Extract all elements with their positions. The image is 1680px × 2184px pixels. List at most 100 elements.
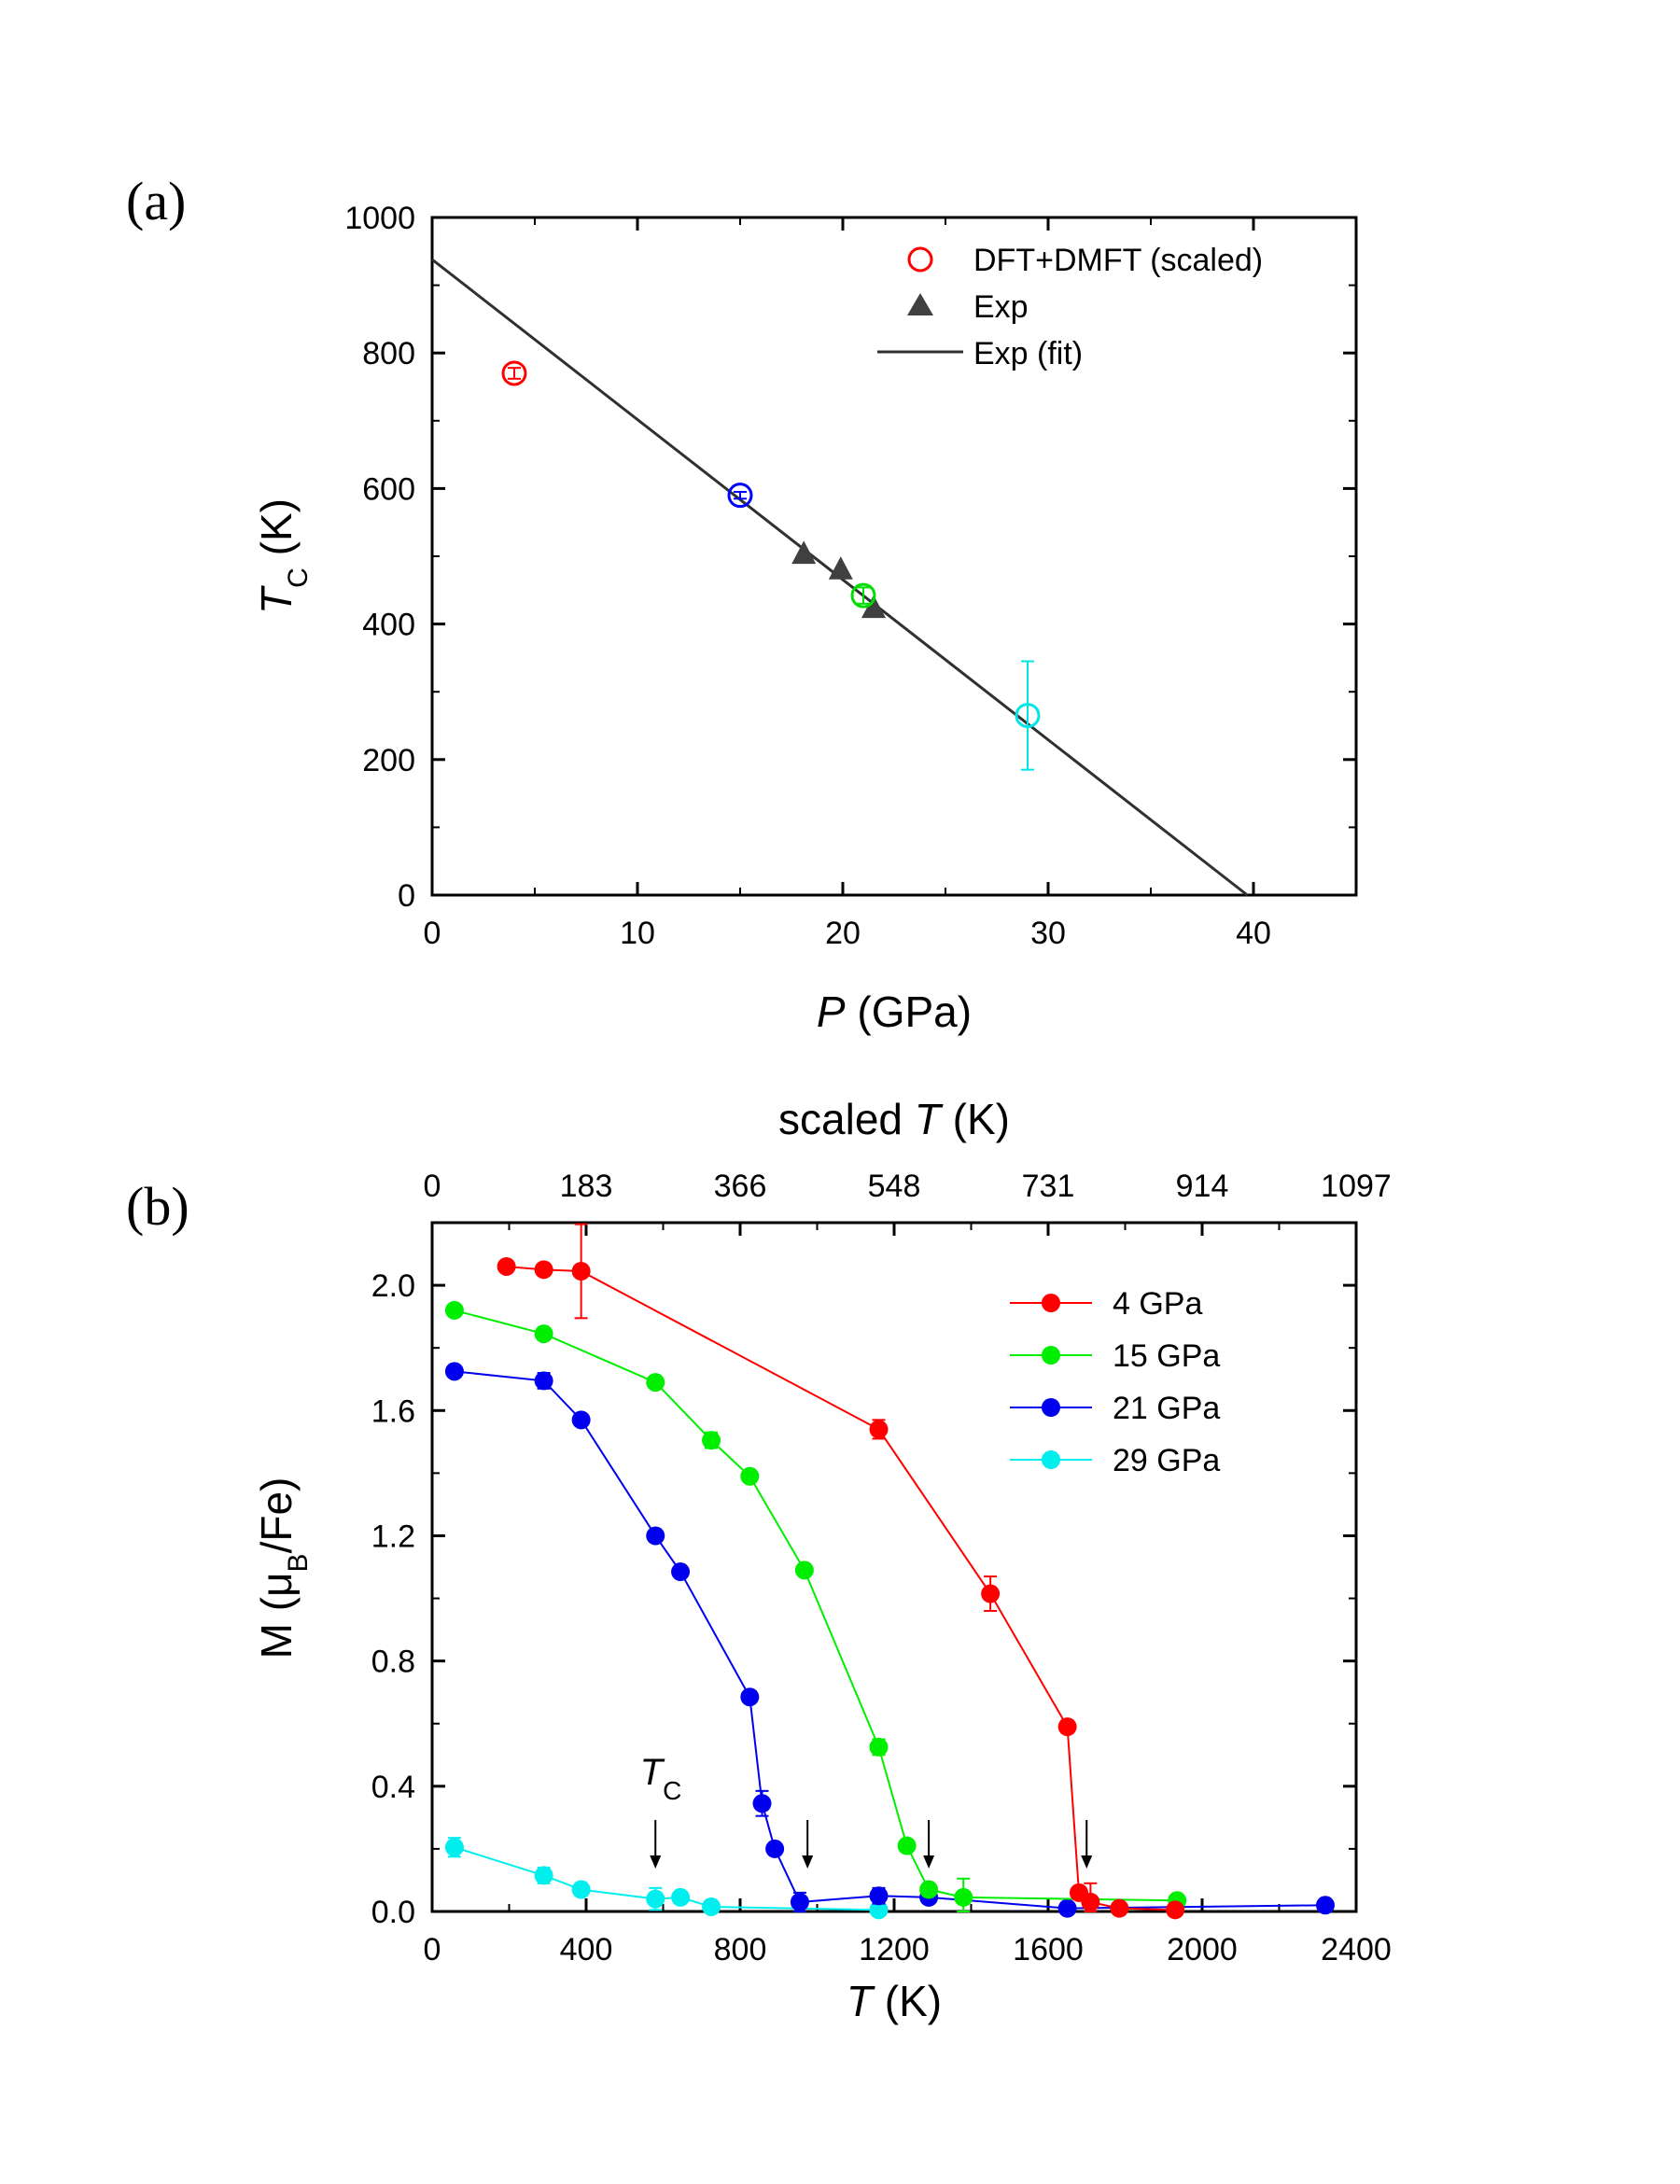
y-tick-label: 0.8 bbox=[371, 1645, 415, 1680]
top-x-tick-label: 0 bbox=[424, 1169, 441, 1204]
data-point bbox=[444, 1300, 464, 1320]
data-point bbox=[702, 1431, 721, 1450]
series-line bbox=[454, 1309, 1178, 1902]
panel-b-series bbox=[444, 1223, 1335, 1920]
data-point bbox=[646, 1373, 665, 1393]
x-tick-label: 0 bbox=[424, 916, 441, 951]
data-point bbox=[869, 1737, 889, 1757]
top-x-tick-label: 366 bbox=[714, 1169, 767, 1204]
panel-a-legend: DFT+DMFT (scaled) Exp Exp (fit) bbox=[877, 243, 1263, 371]
panel-b-legend: 4 GPa 15 GPa 21 GPa 29 GPa bbox=[1010, 1286, 1220, 1478]
x-tick-label: 2400 bbox=[1321, 1932, 1392, 1967]
data-point bbox=[444, 1362, 464, 1381]
y-tick-label: 600 bbox=[362, 471, 415, 507]
tc-annotation: TC bbox=[640, 1752, 682, 1805]
data-point bbox=[740, 1466, 760, 1486]
data-point bbox=[671, 1887, 691, 1907]
data-point bbox=[534, 1371, 553, 1391]
data-point bbox=[534, 1260, 553, 1280]
exp-point bbox=[791, 540, 817, 565]
series-15-gpa bbox=[444, 1300, 1187, 1912]
data-point bbox=[1081, 1892, 1100, 1911]
data-point bbox=[1057, 1898, 1077, 1918]
y-tick-label: 1.6 bbox=[371, 1393, 415, 1429]
panel-b-y-axis-title: M (μB/Fe) bbox=[252, 1477, 314, 1659]
panel-b-plot-frame bbox=[430, 1221, 1358, 1913]
x-tick-label: 1600 bbox=[1013, 1932, 1084, 1967]
panel-b-x-axis-title: T (K) bbox=[847, 1977, 942, 2025]
panel-a-plot-frame bbox=[430, 216, 1358, 897]
legend-label: 21 GPa bbox=[1113, 1391, 1220, 1426]
panel-b: (b) 0 0 400 183 800 366 1200 548 1600 731 2000 914 2… bbox=[126, 1095, 1392, 2025]
legend-exp-marker bbox=[907, 293, 933, 315]
dft-point bbox=[850, 582, 876, 609]
tc-arrow-head bbox=[650, 1855, 662, 1869]
x-tick-label: 10 bbox=[620, 916, 655, 951]
panel-b-label: (b) bbox=[126, 1176, 189, 1237]
data-point bbox=[790, 1892, 809, 1911]
y-tick-label: 1.2 bbox=[371, 1519, 415, 1554]
y-tick-label: 0.0 bbox=[371, 1895, 415, 1930]
legend-fit-label: Exp (fit) bbox=[973, 336, 1083, 371]
tc-arrow-head bbox=[802, 1855, 814, 1869]
data-point bbox=[571, 1880, 591, 1899]
data-point bbox=[919, 1880, 939, 1899]
x-tick-label: 2000 bbox=[1167, 1932, 1238, 1967]
panel-a-exp-markers bbox=[791, 540, 886, 619]
dft-point bbox=[1015, 703, 1041, 729]
data-point bbox=[444, 1838, 464, 1857]
y-tick-label: 400 bbox=[362, 608, 415, 643]
data-point bbox=[534, 1324, 553, 1344]
data-point bbox=[671, 1562, 691, 1582]
exp-point bbox=[861, 595, 886, 619]
panel-a-label: (a) bbox=[126, 171, 186, 231]
data-point bbox=[794, 1561, 814, 1580]
data-point bbox=[571, 1410, 591, 1430]
tc-arrow-head bbox=[1081, 1855, 1093, 1869]
data-point bbox=[1110, 1898, 1129, 1918]
y-tick-label: 0.4 bbox=[371, 1770, 415, 1805]
data-point bbox=[897, 1836, 917, 1855]
top-x-tick-label: 731 bbox=[1022, 1169, 1075, 1204]
legend-label: 4 GPa bbox=[1113, 1286, 1202, 1322]
y-tick-label: 200 bbox=[362, 743, 415, 778]
top-x-tick-label: 183 bbox=[560, 1169, 613, 1204]
data-point bbox=[869, 1900, 889, 1920]
data-point bbox=[954, 1887, 973, 1907]
legend-dft-label: DFT+DMFT (scaled) bbox=[973, 243, 1263, 278]
y-tick-label: 0 bbox=[398, 878, 415, 914]
data-point bbox=[869, 1886, 889, 1906]
y-tick-label: 2.0 bbox=[371, 1268, 415, 1304]
y-tick-label: 1000 bbox=[344, 201, 415, 236]
legend-marker bbox=[1042, 1450, 1060, 1469]
legend-dft-marker bbox=[907, 246, 933, 273]
data-point bbox=[497, 1256, 516, 1276]
x-tick-label: 0 bbox=[424, 1932, 441, 1967]
series-21-gpa bbox=[444, 1362, 1335, 1918]
data-point bbox=[646, 1889, 665, 1909]
x-tick-label: 20 bbox=[825, 916, 861, 951]
legend-marker bbox=[1042, 1346, 1060, 1365]
dft-point bbox=[501, 360, 527, 386]
panel-b-ticks: 0 0 400 183 800 366 1200 548 1600 731 2000 914 2400 1… bbox=[371, 1169, 1392, 1967]
panel-a-dft-markers bbox=[501, 360, 1041, 771]
y-tick-label: 800 bbox=[362, 336, 415, 371]
x-tick-label: 800 bbox=[714, 1932, 767, 1967]
legend-marker bbox=[1042, 1398, 1060, 1417]
panel-b-tc-arrows bbox=[650, 1820, 1093, 1869]
tc-arrow-head bbox=[923, 1855, 935, 1869]
legend-label: 29 GPa bbox=[1113, 1443, 1220, 1478]
legend-label: 15 GPa bbox=[1113, 1338, 1220, 1374]
top-x-tick-label: 1097 bbox=[1321, 1169, 1392, 1204]
data-point bbox=[1057, 1717, 1077, 1737]
x-tick-label: 400 bbox=[560, 1932, 613, 1967]
data-point bbox=[702, 1897, 721, 1916]
panel-a-y-axis-title: TC (K) bbox=[252, 498, 314, 614]
top-x-tick-label: 914 bbox=[1176, 1169, 1229, 1204]
series-29-gpa bbox=[444, 1837, 889, 1920]
panel-b-top-axis-title: scaled T (K) bbox=[778, 1095, 1010, 1143]
panel-a-x-axis-title: P (GPa) bbox=[817, 987, 972, 1036]
